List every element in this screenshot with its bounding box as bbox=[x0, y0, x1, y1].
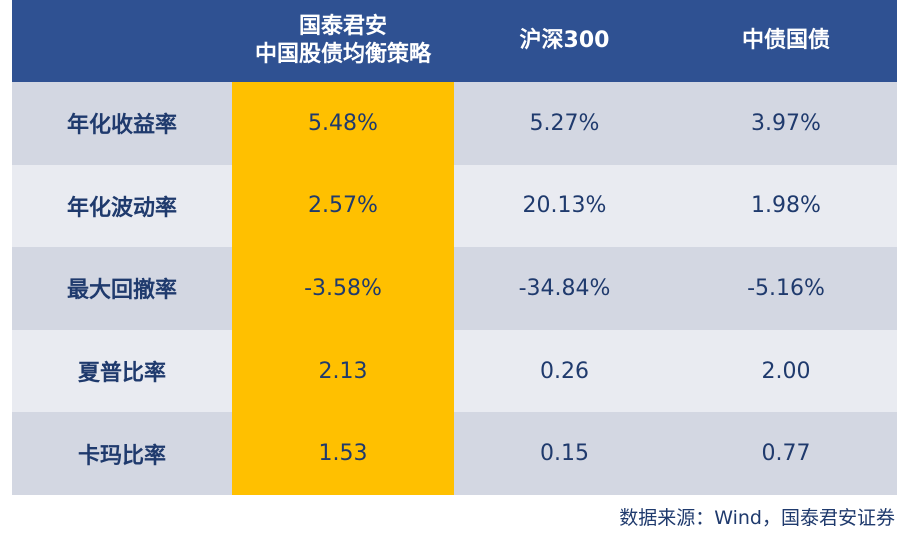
cgb-value: 2.00 bbox=[761, 358, 811, 384]
strategy-value: 2.13 bbox=[318, 358, 368, 384]
cgb-value: -5.16% bbox=[747, 275, 825, 301]
header-strategy-line1: 国泰君安 bbox=[298, 14, 387, 39]
table-row bbox=[12, 247, 897, 330]
strategy-value: -3.58% bbox=[304, 275, 382, 301]
table-row bbox=[12, 329, 897, 413]
strategy-column-highlight bbox=[232, 82, 454, 495]
strategy-value: 1.53 bbox=[318, 441, 368, 467]
cgb-value: 0.77 bbox=[761, 441, 811, 467]
strategy-value: 2.57% bbox=[308, 193, 378, 219]
cgb-value: 1.98% bbox=[751, 193, 821, 219]
row-label: 卡玛比率 bbox=[77, 443, 166, 469]
strategy-value: 5.48% bbox=[308, 110, 378, 136]
hs300-value: -34.84% bbox=[518, 275, 611, 301]
header-empty bbox=[12, 0, 232, 82]
cgb-value: 3.97% bbox=[751, 110, 821, 136]
header-strategy-line2: 中国股债均衡策略 bbox=[254, 42, 431, 67]
row-label: 年化波动率 bbox=[66, 195, 177, 221]
source-note: 数据来源：Wind，国泰君安证券 bbox=[619, 507, 895, 529]
row-label: 夏普比率 bbox=[77, 361, 166, 387]
comparison-table: 国泰君安 中国股债均衡策略 沪深300 中债国债 年化收益率 5.48% 5.2… bbox=[12, 0, 897, 495]
row-label: 年化收益率 bbox=[66, 113, 177, 139]
hs300-value: 20.13% bbox=[522, 193, 607, 219]
header-strategy: 国泰君安 中国股债均衡策略 bbox=[232, 0, 454, 82]
row-label: 最大回撤率 bbox=[66, 278, 177, 304]
table-header: 国泰君安 中国股债均衡策略 沪深300 中债国债 bbox=[12, 0, 897, 82]
table-row bbox=[12, 164, 897, 248]
table-row bbox=[12, 412, 897, 495]
table-row bbox=[12, 82, 897, 165]
hs300-value: 0.26 bbox=[540, 358, 589, 384]
header-hs300: 沪深300 bbox=[454, 0, 675, 82]
header-hs300-label: 沪深300 bbox=[519, 28, 610, 53]
hs300-value: 5.27% bbox=[529, 110, 600, 136]
header-cgb: 中债国债 bbox=[675, 0, 897, 82]
hs300-value: 0.15 bbox=[540, 441, 589, 467]
header-cgb-label: 中债国债 bbox=[741, 28, 830, 53]
